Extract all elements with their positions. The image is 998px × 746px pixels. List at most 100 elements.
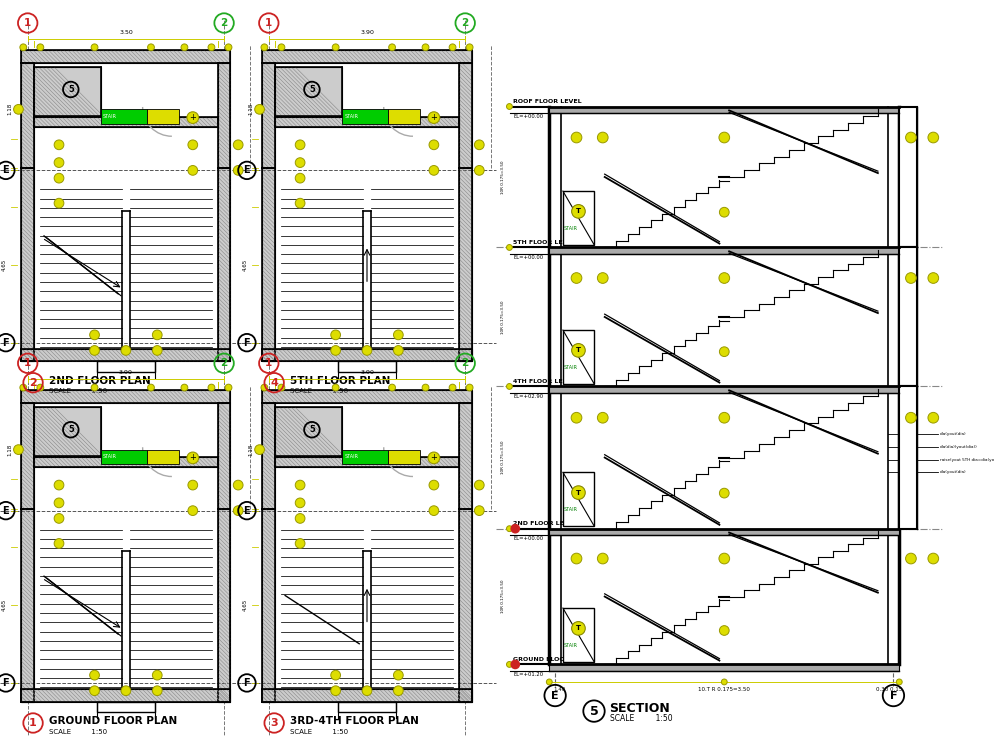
Text: STAIR: STAIR <box>103 114 117 119</box>
Bar <box>262 63 275 169</box>
Circle shape <box>20 384 27 391</box>
Circle shape <box>54 539 64 548</box>
Circle shape <box>905 132 916 142</box>
Circle shape <box>928 132 939 142</box>
Circle shape <box>330 330 340 339</box>
Circle shape <box>261 384 267 391</box>
Bar <box>21 349 231 361</box>
Circle shape <box>330 671 340 680</box>
Bar <box>218 169 231 361</box>
Circle shape <box>187 112 199 123</box>
Circle shape <box>91 44 98 51</box>
Text: F: F <box>3 678 9 688</box>
Text: 10R 0.175=3.50: 10R 0.175=3.50 <box>501 441 505 474</box>
Circle shape <box>572 344 585 357</box>
Circle shape <box>507 662 512 668</box>
Text: 1: 1 <box>29 718 37 728</box>
Circle shape <box>510 524 520 533</box>
Circle shape <box>254 445 264 454</box>
Text: STAIR: STAIR <box>564 507 578 512</box>
Text: 3.90: 3.90 <box>360 370 374 375</box>
Bar <box>337 701 396 712</box>
Circle shape <box>571 132 582 142</box>
Circle shape <box>571 554 582 564</box>
Text: EL=+00.00: EL=+00.00 <box>513 114 544 119</box>
Text: EL=+00.00: EL=+00.00 <box>513 255 544 260</box>
Circle shape <box>54 173 64 183</box>
Circle shape <box>37 384 44 391</box>
Bar <box>21 169 34 361</box>
Text: 1: 1 <box>265 358 272 369</box>
Circle shape <box>388 44 395 51</box>
Bar <box>459 509 471 701</box>
Circle shape <box>188 140 198 150</box>
Circle shape <box>208 384 215 391</box>
Circle shape <box>234 506 244 515</box>
Bar <box>262 50 471 63</box>
Text: F: F <box>3 338 9 348</box>
Circle shape <box>720 207 730 217</box>
Circle shape <box>295 140 305 150</box>
Text: T: T <box>576 208 581 214</box>
Circle shape <box>572 621 585 635</box>
Circle shape <box>719 273 730 283</box>
Circle shape <box>153 686 162 695</box>
Bar <box>147 450 179 464</box>
Circle shape <box>429 506 439 515</box>
Circle shape <box>90 330 100 339</box>
Bar <box>337 361 396 372</box>
Circle shape <box>598 132 608 142</box>
Circle shape <box>362 345 372 355</box>
Circle shape <box>90 671 100 680</box>
Bar <box>549 529 899 536</box>
Text: 0.30 0.15: 0.30 0.15 <box>876 687 902 692</box>
Text: 1.40: 1.40 <box>553 687 565 692</box>
Text: 1.18: 1.18 <box>7 103 12 116</box>
Circle shape <box>188 506 198 515</box>
Text: F: F <box>889 691 897 700</box>
Text: raise(yout 5TH dia=dia(yo: raise(yout 5TH dia=dia(yo <box>940 457 994 462</box>
Bar <box>262 349 471 361</box>
Circle shape <box>261 44 267 51</box>
Circle shape <box>719 413 730 423</box>
Circle shape <box>362 686 372 695</box>
Bar <box>21 390 231 403</box>
Bar <box>21 403 34 509</box>
Bar <box>218 403 231 509</box>
Bar <box>563 330 594 383</box>
Text: dia(yout(dia): dia(yout(dia) <box>940 470 967 474</box>
Text: 4.65: 4.65 <box>243 259 248 271</box>
Circle shape <box>393 686 403 695</box>
Text: E: E <box>3 166 9 175</box>
Circle shape <box>54 513 64 523</box>
Text: 2: 2 <box>29 377 37 388</box>
Circle shape <box>20 44 27 51</box>
Circle shape <box>148 384 155 391</box>
Circle shape <box>90 345 100 355</box>
Circle shape <box>153 671 162 680</box>
Circle shape <box>234 166 244 175</box>
Circle shape <box>598 273 608 283</box>
Circle shape <box>181 44 188 51</box>
Circle shape <box>720 488 730 498</box>
Circle shape <box>332 384 339 391</box>
Circle shape <box>37 44 44 51</box>
Bar <box>34 66 101 116</box>
Bar <box>342 450 388 464</box>
Bar <box>101 110 147 124</box>
Circle shape <box>388 384 395 391</box>
Text: GROUND FLOOR LEVEL: GROUND FLOOR LEVEL <box>513 656 594 662</box>
Bar <box>34 117 218 127</box>
Circle shape <box>295 539 305 548</box>
Circle shape <box>507 245 512 251</box>
Circle shape <box>422 384 429 391</box>
Circle shape <box>905 554 916 564</box>
Circle shape <box>278 384 284 391</box>
Circle shape <box>393 671 403 680</box>
Circle shape <box>295 513 305 523</box>
Bar <box>549 248 899 254</box>
Circle shape <box>720 347 730 357</box>
Circle shape <box>429 166 439 175</box>
Bar <box>388 450 420 464</box>
Text: T: T <box>576 625 581 631</box>
